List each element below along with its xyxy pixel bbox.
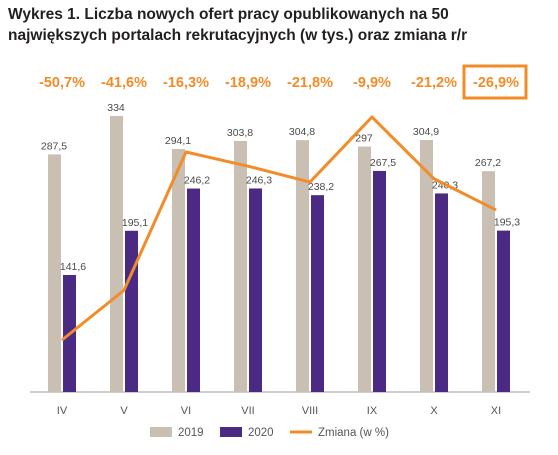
change-line	[61, 115, 497, 342]
x-tick-label: IV	[57, 405, 68, 417]
bar-2019	[296, 140, 309, 392]
x-tick-label: XI	[491, 405, 501, 417]
bar-2019	[234, 140, 247, 392]
bar-label-2020: 246,2	[184, 175, 210, 187]
change-label: -21,2%	[411, 75, 457, 91]
change-point	[185, 151, 187, 153]
change-point	[123, 289, 125, 291]
change-label: -26,9%	[473, 75, 519, 91]
highlight-box	[462, 64, 528, 100]
legend-label-2020: 2020	[248, 427, 274, 439]
bar-label-2019: 303,8	[227, 127, 253, 139]
change-point	[61, 339, 63, 341]
change-label: -41,6%	[101, 75, 147, 91]
bar-2020	[373, 170, 386, 392]
bar-2019	[48, 154, 61, 392]
chart-title: Wykres 1. Liczba nowych ofert pracy opub…	[8, 6, 468, 44]
legend-label-change: Zmiana (w %)	[318, 427, 389, 439]
change-label: -50,7%	[39, 75, 85, 91]
bar-label-2019: 304,9	[413, 126, 439, 138]
bar-label-2020: 141,6	[60, 261, 86, 273]
bar-2020	[125, 230, 138, 392]
bar-2019	[482, 171, 495, 392]
bar-2020	[497, 230, 510, 392]
bar-2019	[172, 148, 185, 392]
bar-2020	[249, 188, 262, 392]
bar-2020	[187, 188, 200, 392]
bar-label-2019: 304,8	[289, 126, 315, 138]
x-tick-label: V	[120, 405, 128, 417]
legend-swatch-2019	[150, 427, 172, 437]
legend-label-2019: 2019	[178, 427, 204, 439]
change-label: -18,9%	[225, 75, 271, 91]
bar-label-2019: 267,2	[475, 157, 501, 169]
bar-label-2019: 297	[355, 133, 373, 145]
x-tick-label: IX	[367, 405, 378, 417]
bar-label-2020: 246,3	[246, 174, 272, 186]
bar-label-2019: 287,5	[41, 140, 67, 152]
change-label: -16,3%	[163, 75, 209, 91]
x-tick-label: VI	[181, 405, 191, 417]
bar-2019	[110, 116, 123, 392]
bar-label-2020: 267,5	[370, 157, 396, 169]
bar-2020	[435, 193, 448, 392]
bar-2020	[311, 195, 324, 392]
bar-2019	[420, 140, 433, 392]
x-tick-label: VII	[241, 405, 254, 417]
legend-swatch-2020	[220, 427, 242, 437]
bar-label-2019: 334	[107, 102, 125, 114]
change-label: -21,8%	[287, 75, 333, 91]
bar-label-2020: 238,2	[308, 181, 334, 193]
bar-label-2019: 294,1	[165, 135, 191, 147]
x-tick-label: X	[430, 405, 438, 417]
change-point	[371, 116, 373, 118]
change-point	[309, 181, 311, 183]
x-tick-label: VIII	[302, 405, 319, 417]
change-point	[495, 209, 497, 211]
change-label: -9,9%	[353, 75, 391, 91]
bar-label-2020: 195,1	[122, 217, 148, 229]
bar-2019	[358, 146, 371, 392]
change-point	[247, 165, 249, 167]
change-point	[433, 178, 435, 180]
bar-label-2020: 195,3	[494, 217, 520, 229]
